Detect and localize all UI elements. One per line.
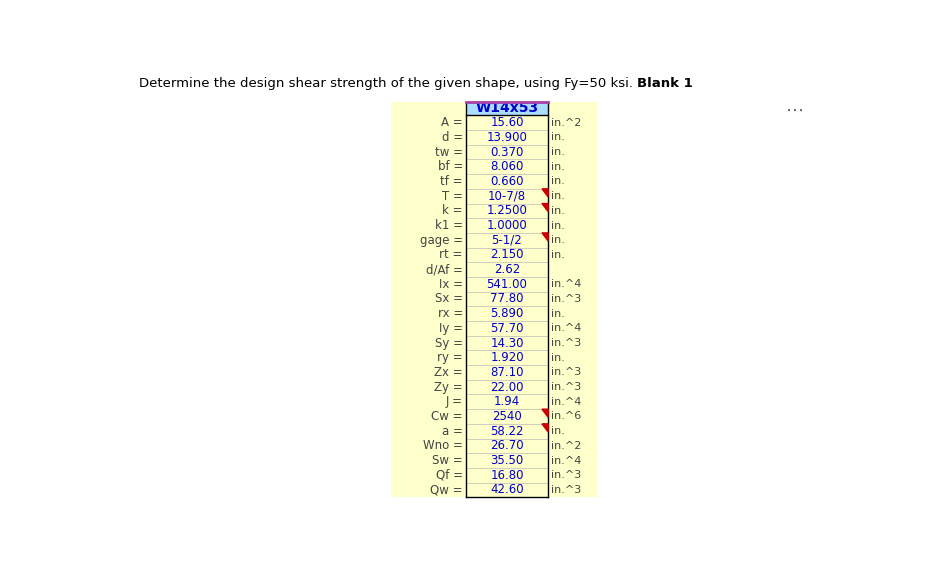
Text: Qw =: Qw = — [430, 483, 462, 496]
Polygon shape — [542, 424, 549, 432]
Text: 42.60: 42.60 — [490, 483, 524, 496]
Text: rt =: rt = — [439, 249, 462, 262]
Text: ⋯: ⋯ — [785, 102, 804, 120]
Text: Qf =: Qf = — [436, 469, 462, 482]
Text: 35.50: 35.50 — [490, 454, 524, 467]
Text: 1.920: 1.920 — [490, 351, 524, 364]
Text: k =: k = — [442, 205, 462, 217]
Text: in.^4: in.^4 — [551, 279, 582, 290]
Text: 541.00: 541.00 — [487, 278, 527, 291]
Text: Sy =: Sy = — [435, 336, 462, 349]
Text: 26.70: 26.70 — [490, 439, 524, 453]
Text: a =: a = — [442, 425, 462, 438]
Text: in.^4: in.^4 — [551, 455, 582, 466]
Text: tf =: tf = — [440, 175, 462, 188]
Text: ry =: ry = — [438, 351, 462, 364]
Text: in.^2: in.^2 — [551, 118, 582, 128]
Text: 0.370: 0.370 — [490, 145, 524, 158]
Polygon shape — [542, 409, 549, 417]
Text: in.^6: in.^6 — [551, 412, 582, 421]
Text: 58.22: 58.22 — [490, 425, 524, 438]
Text: in.: in. — [551, 147, 565, 157]
Text: bf =: bf = — [438, 160, 462, 173]
Bar — [466, 101, 549, 115]
Text: 22.00: 22.00 — [490, 381, 524, 394]
Text: in.: in. — [551, 221, 565, 230]
Text: d =: d = — [442, 131, 462, 144]
Text: 8.060: 8.060 — [490, 160, 524, 173]
Text: Sw =: Sw = — [432, 454, 462, 467]
Text: T =: T = — [442, 190, 462, 203]
Text: in.: in. — [551, 426, 565, 436]
Text: gage =: gage = — [420, 234, 462, 247]
Polygon shape — [542, 189, 549, 197]
Text: in.^3: in.^3 — [551, 470, 582, 481]
Text: Determine the design shear strength of the given shape, using Fy=50 ksi.: Determine the design shear strength of t… — [139, 78, 637, 90]
Text: in.: in. — [551, 132, 565, 142]
Text: in.: in. — [551, 235, 565, 245]
Text: in.: in. — [551, 353, 565, 363]
Text: 1.2500: 1.2500 — [487, 205, 527, 217]
Text: 14.30: 14.30 — [490, 336, 524, 349]
Text: in.^4: in.^4 — [551, 397, 582, 407]
Text: Blank 1: Blank 1 — [637, 78, 693, 90]
Text: in.^3: in.^3 — [551, 338, 582, 348]
Text: d/Af =: d/Af = — [426, 263, 462, 276]
Polygon shape — [542, 233, 549, 241]
Text: J =: J = — [446, 396, 462, 408]
Text: 5.890: 5.890 — [490, 307, 524, 320]
Text: in.^3: in.^3 — [551, 382, 582, 392]
Text: 1.94: 1.94 — [494, 396, 520, 408]
Text: in.^3: in.^3 — [551, 485, 582, 495]
Bar — [390, 101, 598, 497]
Text: in.: in. — [551, 309, 565, 319]
Text: in.^4: in.^4 — [551, 323, 582, 333]
Text: Zy =: Zy = — [434, 381, 462, 394]
Text: in.^3: in.^3 — [551, 294, 582, 304]
Text: in.: in. — [551, 191, 565, 201]
Text: 57.70: 57.70 — [490, 322, 524, 335]
Text: tw =: tw = — [435, 145, 462, 158]
Text: in.: in. — [551, 206, 565, 216]
Text: 1.0000: 1.0000 — [487, 219, 527, 232]
Text: 16.80: 16.80 — [490, 469, 524, 482]
Text: Zx =: Zx = — [434, 366, 462, 379]
Text: k1 =: k1 = — [435, 219, 462, 232]
Text: 10-7/8: 10-7/8 — [488, 190, 526, 203]
Text: 5-1/2: 5-1/2 — [491, 234, 523, 247]
Text: in.: in. — [551, 250, 565, 260]
Text: rx =: rx = — [438, 307, 462, 320]
Text: 2.150: 2.150 — [490, 249, 524, 262]
Text: 87.10: 87.10 — [490, 366, 524, 379]
Text: 77.80: 77.80 — [490, 292, 524, 306]
Text: 2540: 2540 — [492, 410, 522, 423]
Polygon shape — [542, 203, 549, 211]
Text: in.: in. — [551, 177, 565, 186]
Text: W14x53: W14x53 — [475, 101, 538, 116]
Text: in.: in. — [551, 162, 565, 172]
Text: Iy =: Iy = — [438, 322, 462, 335]
Text: 0.660: 0.660 — [490, 175, 524, 188]
Text: in.^2: in.^2 — [551, 441, 582, 451]
Text: 2.62: 2.62 — [494, 263, 520, 276]
Text: in.^3: in.^3 — [551, 368, 582, 377]
Text: A =: A = — [441, 116, 462, 129]
Text: Sx =: Sx = — [435, 292, 462, 306]
Text: 15.60: 15.60 — [490, 116, 524, 129]
Text: 13.900: 13.900 — [487, 131, 527, 144]
Text: Cw =: Cw = — [431, 410, 462, 423]
Text: Wno =: Wno = — [423, 439, 462, 453]
Text: Ix =: Ix = — [438, 278, 462, 291]
